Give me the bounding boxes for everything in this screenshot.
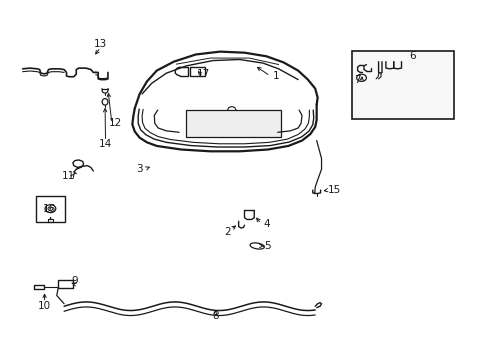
Text: 1: 1 — [272, 71, 279, 81]
Text: 6: 6 — [408, 51, 415, 61]
Text: 11: 11 — [61, 171, 75, 181]
Text: 17: 17 — [196, 69, 209, 79]
Bar — [36, 197, 65, 222]
Text: 15: 15 — [327, 185, 341, 195]
Text: 14: 14 — [99, 139, 112, 149]
Ellipse shape — [249, 243, 264, 249]
Ellipse shape — [102, 99, 108, 105]
Text: 16: 16 — [43, 204, 56, 215]
Bar — [351, 51, 453, 119]
Text: 2: 2 — [224, 227, 230, 237]
Text: 10: 10 — [38, 301, 51, 311]
Bar — [189, 67, 204, 76]
Ellipse shape — [45, 205, 56, 213]
Text: 4: 4 — [263, 219, 269, 229]
Circle shape — [356, 74, 366, 81]
Text: 5: 5 — [264, 241, 271, 251]
Ellipse shape — [48, 207, 53, 211]
Text: 12: 12 — [108, 118, 122, 128]
Bar — [185, 110, 281, 137]
Text: 9: 9 — [71, 276, 78, 286]
Text: 7: 7 — [354, 75, 360, 85]
Text: 3: 3 — [136, 163, 142, 174]
Text: 13: 13 — [94, 39, 107, 49]
Text: 8: 8 — [211, 311, 218, 321]
